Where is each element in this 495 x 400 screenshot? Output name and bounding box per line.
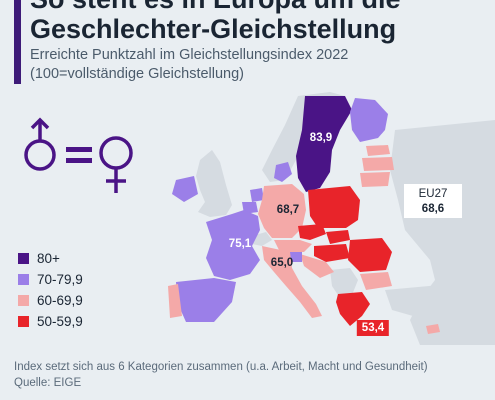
label-france: 75,1 (228, 238, 252, 250)
footer-source: Quelle: EIGE (14, 377, 82, 389)
map-hungary (314, 244, 350, 262)
page-title: So steht es in Europa um die Geschlechte… (30, 0, 490, 44)
title-line-1: So steht es in Europa um die (30, 0, 490, 14)
legend-swatch (18, 274, 29, 285)
map-latvia (362, 157, 394, 171)
legend-item: 80+ (18, 248, 83, 269)
map-germany (258, 184, 306, 238)
map-italy (262, 246, 322, 318)
map-lithuania (360, 172, 390, 187)
legend-item: 70-79,9 (18, 269, 83, 290)
legend-swatch (18, 316, 29, 327)
map-romania (348, 238, 392, 272)
page-subtitle: Erreichte Punktzahl im Gleichstellungsin… (30, 46, 490, 84)
label-greece: 53,4 (356, 320, 390, 336)
map-norway (262, 92, 345, 182)
legend-label: 60-69,9 (37, 293, 83, 308)
map-cyprus (426, 324, 440, 334)
map-slovakia (326, 230, 350, 244)
map-sweden (296, 96, 352, 192)
map-croatia (300, 254, 334, 278)
eu27-value: 68,6 (421, 203, 445, 215)
map-ireland (172, 176, 198, 202)
map-portugal (168, 284, 182, 318)
map-bulgaria (360, 272, 392, 290)
map-poland (308, 186, 360, 228)
footer: Index setzt sich aus 6 Kategorien zusamm… (14, 359, 489, 391)
map-austria (274, 240, 312, 252)
legend-label: 80+ (37, 251, 60, 266)
label-germany: 68,7 (276, 204, 300, 216)
map-uk (196, 150, 232, 217)
map-greece (336, 292, 370, 326)
subtitle-line-1: Erreichte Punktzahl im Gleichstellungsin… (30, 47, 349, 63)
legend-swatch (18, 253, 29, 264)
legend-label: 70-79,9 (37, 272, 83, 287)
subtitle-line-2: (100=vollständige Gleichstellung) (30, 66, 245, 82)
label-italy: 65,0 (270, 257, 294, 269)
map-france (206, 210, 260, 280)
map-denmark (274, 162, 292, 182)
legend-item: 50-59,9 (18, 311, 83, 332)
map-netherlands (250, 188, 264, 202)
title-line-2: Geschlechter-Gleichstellung (30, 14, 397, 44)
legend: 80+ 70-79,9 60-69,9 50-59,9 (18, 248, 83, 332)
eu27-label: EU27 (418, 188, 448, 200)
eu27-box: EU27 68,6 (404, 184, 462, 218)
label-sweden: 83,9 (309, 132, 333, 144)
accent-bar (14, 0, 21, 84)
map-turkey (385, 285, 470, 318)
map-estonia (366, 145, 390, 156)
map-finland (350, 98, 388, 142)
map-balkan-west (330, 268, 358, 298)
legend-swatch (18, 295, 29, 306)
map-east-land (390, 120, 495, 345)
map-spain (176, 278, 236, 322)
legend-item: 60-69,9 (18, 290, 83, 311)
map-slovenia (288, 252, 302, 262)
legend-label: 50-59,9 (37, 314, 83, 329)
map-czechia (298, 224, 326, 240)
europe-map (168, 92, 495, 345)
gender-equality-icon (24, 117, 133, 193)
footer-note: Index setzt sich aus 6 Kategorien zusamm… (14, 361, 428, 373)
